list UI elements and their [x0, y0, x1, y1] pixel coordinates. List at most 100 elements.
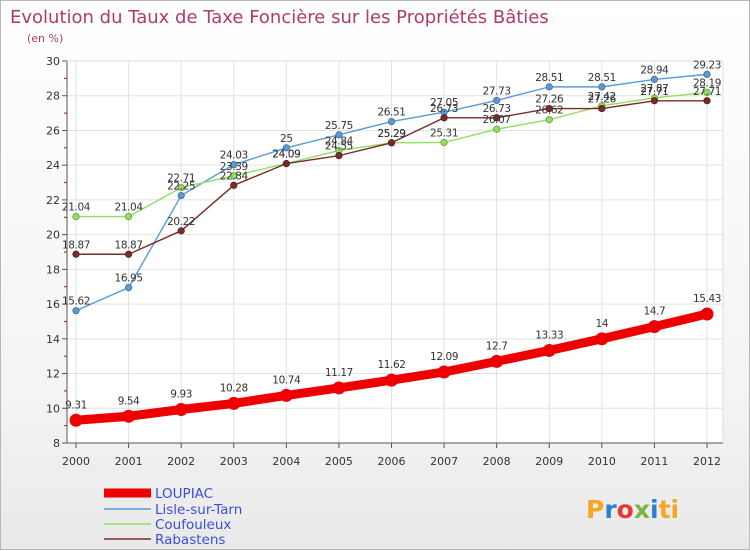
x-tick-label: 2008 — [483, 455, 511, 468]
data-label-loupiac: 10.28 — [220, 382, 248, 394]
data-label-coufouleux: 27.87 — [640, 83, 668, 95]
data-point-lisle-sur-tarn — [650, 75, 659, 84]
x-tick-label: 2012 — [693, 455, 721, 468]
legend-label-lisle-sur-tarn: Lisle-sur-Tarn — [155, 502, 242, 518]
data-label-loupiac: 9.54 — [118, 395, 140, 407]
data-point-rabastens — [282, 160, 290, 168]
data-label-rabastens: 24.09 — [272, 149, 300, 161]
data-point-rabastens — [230, 181, 238, 189]
data-point-loupiac — [595, 332, 609, 346]
data-label-lisle-sur-tarn: 28.51 — [535, 72, 563, 84]
x-tick-label: 2005 — [325, 455, 353, 468]
data-label-rabastens: 20.22 — [167, 216, 195, 228]
data-point-rabastens — [650, 97, 659, 105]
y-tick-label: 16 — [46, 298, 60, 311]
legend-label-loupiac: LOUPIAC — [155, 486, 213, 502]
data-label-loupiac: 9.93 — [170, 388, 192, 400]
data-labels: 9.31 9.54 9.93 10.28 10.74 11.17 11.62 12.09 12.… — [62, 59, 721, 411]
data-point-coufouleux — [124, 212, 133, 221]
data-label-coufouleux: 22.71 — [167, 173, 195, 185]
chart-unit: (en %) — [27, 32, 63, 45]
data-point-coufouleux — [177, 183, 185, 192]
data-point-lisle-sur-tarn — [72, 307, 80, 315]
data-point-lisle-sur-tarn — [124, 283, 133, 292]
data-label-lisle-sur-tarn: 26.51 — [377, 107, 405, 119]
data-point-rabastens — [335, 152, 343, 160]
data-label-lisle-sur-tarn: 25.75 — [325, 120, 353, 132]
y-tick-label: 12 — [46, 368, 60, 381]
y-tick-label: 10 — [46, 402, 60, 415]
data-point-rabastens — [72, 250, 80, 258]
data-point-loupiac — [700, 307, 714, 321]
data-point-rabastens — [124, 250, 133, 258]
data-label-loupiac: 10.74 — [272, 374, 301, 386]
brand-letter: x — [634, 495, 650, 524]
data-label-rabastens: 27.26 — [588, 94, 617, 106]
data-point-coufouleux — [493, 125, 501, 133]
data-point-loupiac — [385, 373, 398, 387]
data-point-loupiac — [174, 402, 188, 416]
y-tick-label: 28 — [46, 90, 60, 103]
legend-label-rabastens: Rabastens — [155, 532, 225, 548]
data-label-loupiac: 14.7 — [644, 306, 666, 318]
brand-letter: i — [671, 495, 680, 524]
axes: 8 10 12 14 16 18 20 22 24 26 28 30 2000 2001 2002 2003 2… — [46, 55, 724, 468]
data-label-lisle-sur-tarn: 25 — [280, 133, 293, 145]
data-point-coufouleux — [703, 88, 711, 97]
data-label-coufouleux: 25.29 — [377, 128, 405, 140]
data-point-loupiac — [279, 388, 293, 402]
brand-letter: P — [586, 495, 604, 524]
data-label-coufouleux: 26.62 — [535, 105, 563, 117]
data-label-coufouleux: 21.04 — [115, 202, 144, 214]
x-tick-label: 2000 — [62, 455, 90, 468]
data-point-coufouleux — [545, 116, 553, 124]
data-point-lisle-sur-tarn — [282, 144, 290, 152]
y-tick-label: 30 — [46, 55, 60, 68]
data-label-coufouleux: 24.09 — [272, 149, 300, 161]
data-point-lisle-sur-tarn — [493, 96, 501, 105]
data-label-rabastens: 27.26 — [535, 94, 564, 106]
data-point-lisle-sur-tarn — [703, 70, 711, 78]
data-point-loupiac — [542, 343, 556, 357]
data-label-loupiac: 13.33 — [535, 329, 563, 341]
data-point-coufouleux — [440, 138, 448, 147]
y-tick-label: 8 — [53, 437, 60, 450]
data-label-rabastens: 27.71 — [640, 86, 668, 98]
data-label-lisle-sur-tarn: 29.23 — [693, 59, 721, 71]
data-point-loupiac — [332, 381, 346, 395]
data-point-loupiac — [490, 354, 504, 368]
data-label-loupiac: 11.62 — [377, 359, 405, 371]
data-point-rabastens — [493, 114, 501, 122]
data-point-loupiac — [647, 320, 661, 334]
data-label-coufouleux: 21.04 — [62, 202, 91, 214]
brand-letter: r — [604, 495, 617, 524]
data-label-rabastens: 24.55 — [325, 141, 353, 153]
data-label-rabastens: 25.29 — [377, 128, 405, 140]
data-point-lisle-sur-tarn — [230, 161, 238, 169]
data-label-loupiac: 14 — [596, 318, 609, 330]
data-label-coufouleux: 28.19 — [693, 77, 721, 89]
x-tick-label: 2006 — [378, 455, 406, 468]
data-label-loupiac: 12.09 — [430, 351, 458, 363]
data-label-coufouleux: 25.31 — [430, 127, 458, 139]
data-label-lisle-sur-tarn: 16.95 — [115, 273, 143, 285]
data-point-rabastens — [545, 104, 553, 113]
brand-letter: o — [617, 495, 634, 524]
data-label-lisle-sur-tarn: 28.94 — [640, 64, 669, 76]
data-label-coufouleux: 24.84 — [325, 136, 354, 148]
data-point-loupiac — [69, 413, 83, 427]
brand-letter: t — [659, 495, 671, 524]
data-label-coufouleux: 27.42 — [588, 91, 616, 103]
data-point-loupiac — [437, 365, 451, 379]
data-point-loupiac — [227, 396, 241, 410]
data-point-coufouleux — [72, 212, 80, 221]
data-label-lisle-sur-tarn: 28.51 — [588, 72, 616, 84]
data-point-rabastens — [598, 104, 606, 113]
data-point-lisle-sur-tarn — [387, 117, 396, 126]
y-tick-label: 20 — [46, 229, 60, 242]
data-point-rabastens — [177, 227, 185, 235]
y-tick-label: 18 — [46, 263, 60, 276]
x-tick-label: 2011 — [640, 455, 668, 468]
